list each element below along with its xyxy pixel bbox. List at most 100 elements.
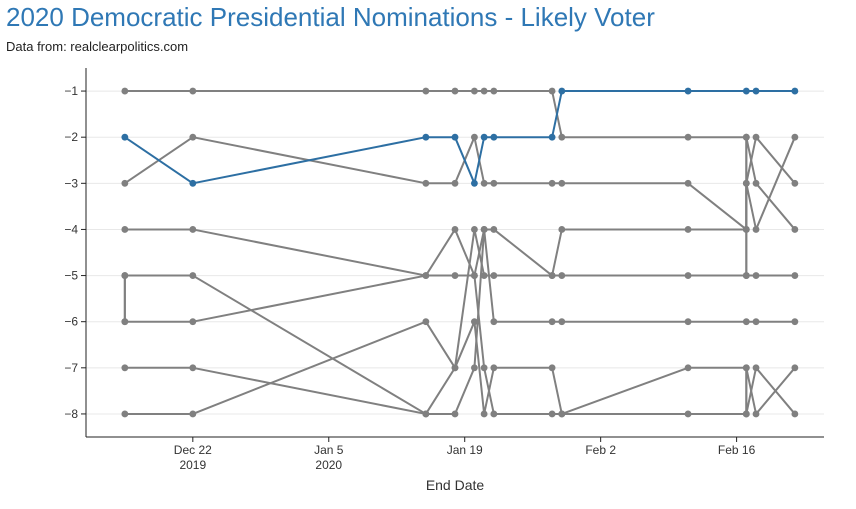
- data-point: [490, 226, 498, 233]
- data-point: [684, 87, 692, 95]
- x-tick-year-label: 2020: [315, 458, 342, 472]
- data-point: [752, 318, 760, 326]
- x-tick-label: Feb 16: [718, 443, 756, 457]
- data-point: [558, 410, 566, 418]
- data-point: [684, 410, 692, 418]
- y-tick-label: −6: [64, 315, 78, 329]
- data-point: [490, 179, 498, 187]
- x-tick-label: Feb 2: [585, 443, 616, 457]
- data-point: [451, 226, 459, 233]
- data-point: [121, 226, 129, 233]
- data-point: [189, 87, 197, 95]
- data-point: [422, 133, 430, 141]
- data-point: [742, 272, 750, 279]
- data-point: [791, 272, 799, 279]
- data-point: [189, 318, 197, 326]
- data-point: [189, 364, 197, 372]
- data-point: [451, 133, 459, 141]
- data-point: [422, 179, 430, 187]
- data-point: [548, 272, 556, 279]
- data-point: [791, 318, 799, 326]
- series-line: [121, 226, 799, 418]
- series-highlight: [121, 87, 799, 187]
- data-point: [121, 179, 129, 187]
- data-point: [684, 226, 692, 233]
- y-tick-label: −4: [64, 222, 78, 236]
- data-point: [480, 87, 488, 95]
- data-point: [451, 272, 459, 279]
- data-point: [121, 318, 129, 326]
- data-point: [558, 272, 566, 279]
- data-point: [471, 226, 478, 233]
- data-point: [791, 133, 799, 141]
- data-point: [548, 87, 556, 95]
- data-point: [480, 133, 488, 141]
- y-tick-label: −3: [64, 176, 78, 190]
- series-line: [121, 133, 799, 279]
- data-point: [451, 364, 459, 372]
- chart-title: 2020 Democratic Presidential Nominations…: [6, 2, 655, 32]
- data-point: [121, 364, 129, 372]
- data-point: [752, 272, 760, 279]
- data-point: [422, 87, 430, 95]
- series-path: [124, 136, 796, 415]
- data-point: [742, 87, 750, 95]
- data-point: [742, 410, 750, 418]
- data-point: [189, 133, 197, 141]
- data-point: [742, 226, 750, 233]
- data-point: [471, 364, 478, 372]
- data-point: [121, 87, 129, 95]
- data-point: [752, 410, 760, 418]
- data-point: [548, 133, 556, 141]
- data-point: [490, 272, 498, 279]
- data-point: [480, 179, 488, 187]
- data-point: [471, 318, 478, 326]
- data-point: [742, 133, 750, 141]
- series-line: [121, 133, 799, 418]
- data-point: [480, 364, 488, 372]
- data-point: [684, 179, 692, 187]
- data-point: [558, 179, 566, 187]
- data-point: [752, 364, 760, 372]
- data-point: [189, 179, 197, 187]
- data-point: [742, 179, 750, 187]
- data-point: [121, 133, 129, 141]
- data-point: [471, 133, 478, 141]
- x-tick-label: Jan 5: [314, 443, 344, 457]
- data-point: [471, 87, 478, 95]
- data-point: [471, 272, 478, 279]
- data-point: [791, 410, 799, 418]
- data-point: [471, 179, 478, 187]
- chart-subtitle: Data from: realclearpolitics.com: [6, 39, 189, 54]
- data-point: [451, 410, 459, 418]
- data-point: [791, 364, 799, 372]
- data-point: [684, 318, 692, 326]
- data-point: [451, 179, 459, 187]
- data-point: [548, 364, 556, 372]
- x-axis-title: End Date: [426, 477, 485, 493]
- data-point: [121, 410, 129, 418]
- y-tick-label: −5: [64, 269, 78, 283]
- data-point: [480, 410, 488, 418]
- y-tick-label: −1: [64, 84, 78, 98]
- x-tick-label: Jan 19: [447, 443, 483, 457]
- data-point: [422, 272, 430, 279]
- data-point: [742, 364, 750, 372]
- data-point: [752, 179, 760, 187]
- y-tick-label: −8: [64, 407, 78, 421]
- data-point: [558, 226, 566, 233]
- data-point: [189, 272, 197, 279]
- data-point: [189, 410, 197, 418]
- data-point: [548, 318, 556, 326]
- data-point: [558, 318, 566, 326]
- series-line: [121, 272, 799, 418]
- data-point: [791, 87, 799, 95]
- data-point: [480, 272, 488, 279]
- data-point: [480, 226, 488, 233]
- data-point: [451, 87, 459, 95]
- x-tick-year-label: 2019: [179, 458, 206, 472]
- y-tick-label: −7: [64, 361, 78, 375]
- y-tick-label: −2: [64, 130, 78, 144]
- series-path: [124, 136, 796, 277]
- data-point: [684, 272, 692, 279]
